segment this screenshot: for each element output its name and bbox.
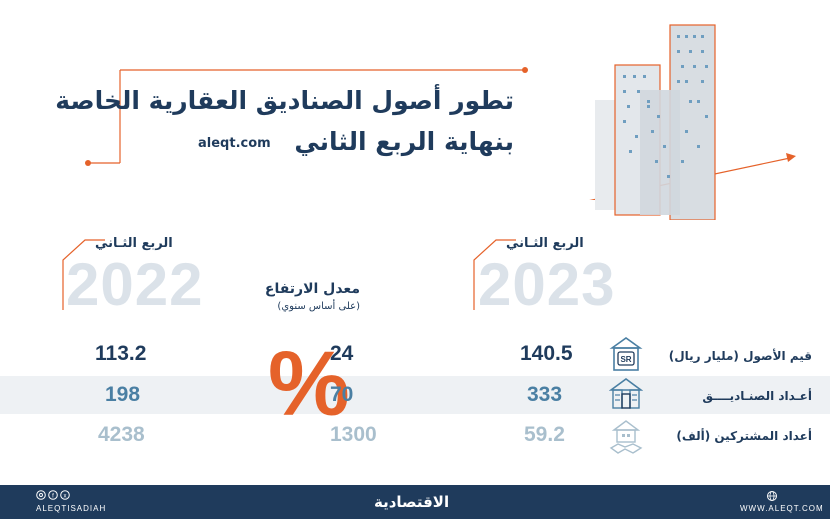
row-band-2	[0, 376, 830, 414]
site-url: aleqt.com	[198, 136, 271, 151]
page-title-line1: تطور أصول الصناديق العقارية الخاصة	[55, 86, 514, 115]
row1-value-2023: 140.5	[520, 342, 573, 365]
house-outline-left	[62, 239, 105, 310]
handshake-icon	[609, 420, 643, 454]
footer-website[interactable]: WWW.ALEQT.COM	[740, 504, 824, 513]
row3-label: أعداد المشتركين (ألف)	[676, 429, 812, 443]
period-right-year: 2023	[478, 251, 616, 318]
row1-value-2022: 113.2	[95, 342, 147, 365]
buildings-illustration	[595, 24, 716, 220]
row2-label: أعـداد الصنـاديــــق	[702, 389, 812, 403]
globe-icon	[767, 491, 777, 501]
rate-title: معدل الارتفاع	[264, 281, 360, 297]
period-left-year: 2022	[66, 251, 204, 318]
footer-bar	[0, 485, 830, 519]
row3-value-2022: 4238	[98, 423, 145, 446]
svg-text:x: x	[64, 494, 67, 500]
row3-growth: 1300	[330, 423, 377, 446]
footer-brand-logo: الاقتصادية	[374, 493, 450, 511]
row2-value-2023: 333	[527, 383, 563, 406]
row1-label: قيم الأصول (مليار ريال)	[668, 349, 812, 363]
svg-text:f: f	[52, 494, 54, 500]
row3-value-2023: 59.2	[524, 423, 565, 446]
svg-text:SR: SR	[620, 355, 631, 364]
house-outline-right	[473, 239, 516, 310]
row1-growth: 24	[330, 342, 354, 365]
page-title-line2: بنهاية الربع الثاني	[294, 127, 514, 156]
buildings-icon	[609, 378, 643, 409]
building-sr-icon: SR	[609, 337, 643, 371]
percent-symbol: %	[268, 333, 350, 435]
footer-handle[interactable]: ALEQTISADIAH	[36, 504, 107, 513]
period-right-quarter: الربع الثـاني	[506, 236, 584, 251]
row-band-1	[0, 336, 830, 374]
row2-value-2022: 198	[105, 383, 141, 406]
row2-growth: 70	[330, 383, 354, 406]
social-icons: f x	[36, 490, 70, 500]
period-left-quarter: الربع الثـاني	[95, 236, 173, 251]
row-band-3	[0, 416, 830, 454]
rate-subtitle: (على أساس سنوي)	[277, 301, 360, 312]
